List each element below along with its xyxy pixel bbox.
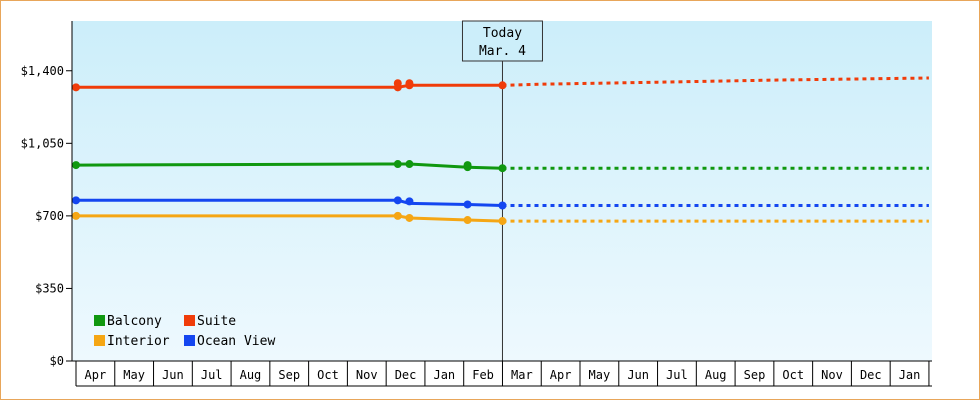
x-tick-label-0: Apr	[85, 368, 107, 382]
x-tick-label-9: Jan	[433, 368, 455, 382]
y-tick-label-1: $350	[35, 281, 64, 295]
x-tick-label-10: Feb	[472, 368, 494, 382]
x-tick-label-8: Dec	[395, 368, 417, 382]
x-tick-label-20: Dec	[860, 368, 882, 382]
x-tick-label-14: Jun	[627, 368, 649, 382]
x-tick-label-16: Aug	[705, 368, 727, 382]
series-forecast-suite	[502, 76, 929, 87]
x-tick-label-21: Jan	[899, 368, 921, 382]
x-tick-label-5: Sep	[278, 368, 300, 382]
today-date: Mar. 4	[479, 44, 526, 59]
x-tick-label-4: Aug	[240, 368, 262, 382]
data-point-interior-3	[463, 216, 472, 225]
data-point-ocean-view-1	[393, 196, 402, 205]
today-box	[461, 20, 543, 62]
data-point-balcony-0	[72, 161, 80, 170]
data-point-balcony-4	[463, 161, 472, 170]
x-tick-label-15: Jul	[666, 368, 688, 382]
y-tick-label-0: $0	[50, 354, 64, 368]
y-tick-label-2: $700	[35, 209, 64, 223]
y-tick-label-3: $1,050	[21, 136, 64, 150]
x-tick-label-17: Sep	[744, 368, 766, 382]
x-tick-label-3: Jul	[201, 368, 223, 382]
data-point-suite-2	[393, 79, 402, 88]
data-point-balcony-5	[498, 164, 507, 173]
legend-label-interior: Interior	[107, 334, 170, 349]
data-point-balcony-1	[393, 160, 402, 169]
x-tick-label-2: Jun	[162, 368, 184, 382]
legend-swatch-ocean-view	[184, 335, 195, 346]
x-tick-label-6: Oct	[317, 368, 339, 382]
data-point-ocean-view-3	[463, 200, 472, 209]
data-point-suite-5	[498, 81, 507, 90]
x-tick-label-13: May	[589, 368, 611, 382]
data-point-balcony-2	[405, 160, 414, 169]
legend-swatch-interior	[94, 335, 105, 346]
data-point-suite-4	[405, 79, 414, 88]
legend-swatch-balcony	[94, 315, 105, 326]
legend-label-ocean-view: Ocean View	[197, 334, 275, 349]
data-point-ocean-view-4	[498, 201, 507, 210]
data-point-interior-1	[393, 211, 402, 220]
x-tick-label-11: Mar	[511, 368, 533, 382]
data-point-interior-4	[498, 217, 507, 226]
series-line-suite	[76, 83, 503, 89]
x-tick-label-12: Apr	[550, 368, 572, 382]
data-point-ocean-view-0	[72, 196, 80, 205]
today-label: Today	[483, 26, 522, 41]
data-point-suite-0	[72, 83, 80, 92]
legend-label-balcony: Balcony	[107, 314, 162, 329]
y-tick-label-4: $1,400	[21, 64, 64, 78]
legend-label-suite: Suite	[197, 314, 236, 329]
x-tick-label-7: Nov	[356, 368, 378, 382]
x-tick-label-18: Oct	[782, 368, 804, 382]
x-tick-label-19: Nov	[821, 368, 843, 382]
data-point-interior-2	[405, 213, 414, 222]
data-point-ocean-view-2	[405, 197, 414, 206]
x-tick-label-1: May	[123, 368, 145, 382]
legend-swatch-suite	[184, 315, 195, 326]
data-point-interior-0	[72, 211, 80, 220]
